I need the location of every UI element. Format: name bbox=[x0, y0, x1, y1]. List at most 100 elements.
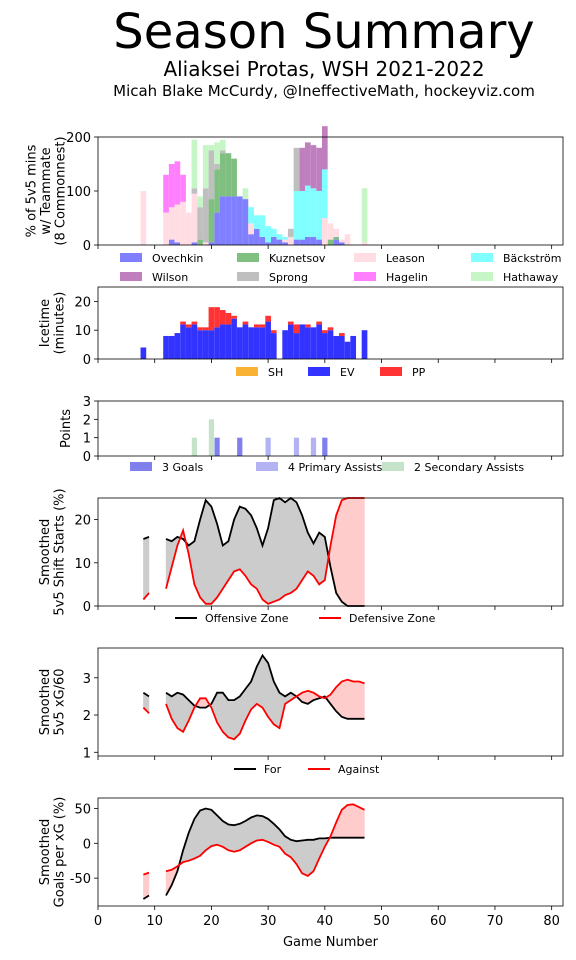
legend-swatch bbox=[120, 253, 142, 262]
fill-between bbox=[233, 696, 240, 740]
bar-segment bbox=[163, 174, 169, 213]
bar-segment bbox=[208, 330, 215, 359]
legend-label: 3 Goals bbox=[162, 461, 204, 474]
y-axis-label: % of 5v5 mins bbox=[25, 144, 40, 237]
series-line bbox=[165, 803, 365, 878]
legend-label: 4 Primary Assists bbox=[288, 461, 383, 474]
bar-segment bbox=[350, 335, 357, 359]
y-tick-label: 0 bbox=[83, 450, 91, 465]
bar-segment bbox=[259, 324, 266, 328]
bar-segment bbox=[282, 330, 288, 359]
bar-segment bbox=[191, 324, 198, 359]
bar-segment bbox=[208, 307, 215, 331]
bar-segment bbox=[180, 174, 186, 202]
legend-swatch bbox=[354, 253, 376, 262]
bar-segment bbox=[304, 327, 311, 359]
legend-label: EV bbox=[340, 366, 355, 379]
legend-label: SH bbox=[268, 366, 283, 379]
bar-segment bbox=[185, 327, 192, 359]
fill-between bbox=[205, 499, 212, 605]
point-bar bbox=[265, 437, 271, 456]
bar-segment bbox=[339, 242, 345, 245]
x-tick-label: 60 bbox=[430, 914, 447, 929]
fill-between bbox=[256, 815, 263, 841]
bar-segment bbox=[327, 330, 334, 359]
y-axis-label: Goals per xG (%) bbox=[52, 797, 67, 908]
x-tick-label: 50 bbox=[373, 914, 390, 929]
bar-segment bbox=[253, 215, 260, 229]
bar-segment bbox=[214, 307, 220, 328]
bar-segment bbox=[270, 228, 277, 237]
plot-frame bbox=[97, 286, 564, 360]
bar-segment bbox=[248, 327, 254, 359]
series-line bbox=[143, 871, 150, 876]
bar-segment bbox=[231, 315, 237, 319]
point-bar bbox=[322, 437, 328, 456]
bar-segment bbox=[253, 324, 260, 328]
legend-label: PP bbox=[412, 366, 426, 379]
fill-between bbox=[245, 508, 252, 586]
fill-between bbox=[250, 815, 257, 844]
bar-segment bbox=[225, 196, 232, 245]
bar-segment bbox=[293, 147, 300, 191]
bar-segment bbox=[293, 333, 300, 359]
point-bar bbox=[237, 437, 243, 456]
bar-segment bbox=[168, 335, 175, 359]
y-tick-label: 100 bbox=[66, 185, 91, 200]
y-tick-label: 0 bbox=[83, 837, 91, 852]
plot-frame bbox=[97, 797, 564, 907]
bar-segment bbox=[185, 212, 192, 245]
bar-segment bbox=[225, 153, 232, 197]
bar-segment bbox=[316, 239, 322, 245]
bar-segment bbox=[361, 330, 368, 359]
bar-segment bbox=[282, 239, 288, 243]
y-tick-label: 20 bbox=[74, 514, 91, 529]
bar-segment bbox=[197, 196, 203, 208]
y-axis-label: Smoothed bbox=[38, 669, 53, 735]
bar-segment bbox=[191, 193, 198, 243]
bar-segment bbox=[259, 327, 266, 359]
series-line bbox=[165, 653, 365, 720]
bar-segment bbox=[310, 327, 317, 359]
legend-label: Defensive Zone bbox=[349, 612, 436, 625]
bar-segment bbox=[174, 242, 181, 245]
bar-segment bbox=[248, 207, 254, 224]
legend-label: Against bbox=[338, 763, 380, 776]
bar-segment bbox=[339, 239, 345, 243]
bar-segment bbox=[304, 185, 311, 237]
bar-segment bbox=[180, 201, 186, 245]
bar-segment bbox=[333, 228, 340, 237]
bar-segment bbox=[339, 335, 345, 359]
fill-between bbox=[352, 497, 360, 607]
bar-segment bbox=[197, 207, 203, 240]
bar-segment bbox=[344, 341, 351, 359]
bar-segment bbox=[231, 158, 237, 197]
legend-swatch bbox=[236, 367, 258, 376]
y-axis-label: Points bbox=[59, 409, 74, 448]
bar-segment bbox=[276, 239, 283, 245]
bar-segment bbox=[191, 321, 198, 325]
legend-swatch bbox=[308, 367, 330, 376]
fill-between bbox=[239, 506, 246, 577]
bar-segment bbox=[208, 242, 215, 245]
author-credit: Micah Blake McCurdy, @IneffectiveMath, h… bbox=[113, 82, 535, 100]
legend-swatch bbox=[382, 462, 404, 471]
bar-segment bbox=[248, 223, 254, 235]
bar-segment bbox=[214, 212, 220, 245]
bar-segment bbox=[202, 242, 209, 245]
y-tick-label: 10 bbox=[74, 324, 91, 339]
bar-segment bbox=[333, 239, 340, 245]
bar-segment bbox=[214, 169, 220, 213]
page-subtitle: Aliaksei Protas, WSH 2021-2022 bbox=[163, 57, 485, 81]
legend-swatch bbox=[380, 367, 402, 376]
bar-segment bbox=[214, 142, 220, 164]
bar-segment bbox=[236, 327, 243, 359]
bar-segment bbox=[282, 236, 288, 240]
series-line bbox=[142, 894, 150, 900]
x-tick-label: 20 bbox=[203, 914, 220, 929]
bar-segment bbox=[304, 324, 311, 328]
bar-segment bbox=[270, 236, 277, 245]
bar-segment bbox=[185, 324, 192, 328]
legend-swatch bbox=[237, 272, 259, 281]
fill-between bbox=[318, 532, 326, 585]
